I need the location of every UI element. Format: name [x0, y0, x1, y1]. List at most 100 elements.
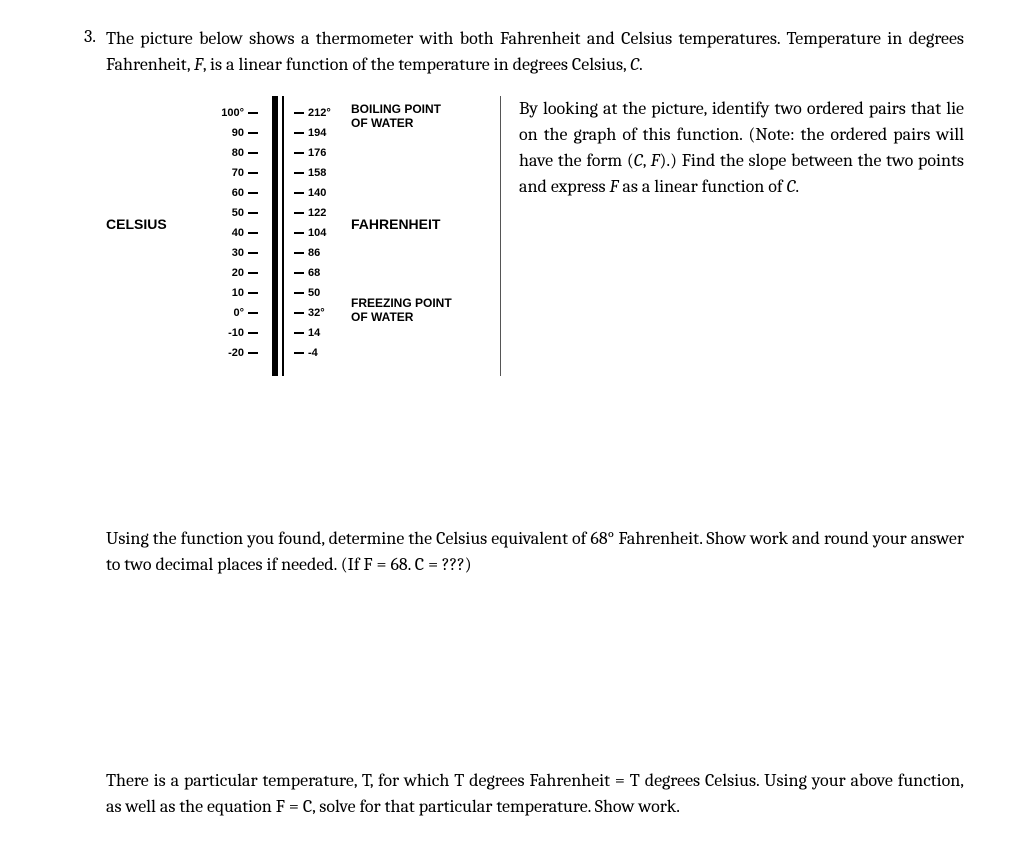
tick-mark: [248, 172, 258, 174]
tick-mark: [248, 252, 258, 254]
tick-value: 212°: [304, 107, 336, 119]
problem-block: 3. The picture below shows a thermometer…: [60, 26, 964, 821]
side-b: ,: [643, 150, 651, 171]
tick-value: 40: [216, 227, 248, 239]
fahrenheit-tick: 176: [294, 146, 364, 160]
tick-value: 104: [304, 227, 336, 239]
tick-mark: [248, 192, 258, 194]
celsius-tick: 80: [188, 146, 258, 160]
tick-mark: [294, 292, 304, 294]
side-d: as a linear function of: [618, 176, 786, 197]
tick-value: 100°: [216, 107, 248, 119]
tick-value: 194: [304, 127, 336, 139]
intro-line2c: .: [639, 54, 643, 75]
celsius-tick: 70: [188, 166, 258, 180]
tick-value: 20: [216, 267, 248, 279]
tick-mark: [248, 112, 258, 114]
tick-mark: [294, 252, 304, 254]
celsius-tick: 50: [188, 206, 258, 220]
intro-text: The picture below shows a thermometer wi…: [106, 26, 964, 78]
tick-mark: [294, 352, 304, 354]
celsius-tick: 40: [188, 226, 258, 240]
fahrenheit-tick: -4: [294, 346, 364, 360]
tick-value: -20: [216, 347, 248, 359]
celsius-scale: 100°9080706050403020100°-10-20: [188, 106, 258, 366]
fahrenheit-tick: 104: [294, 226, 364, 240]
thermometer: CELSIUS FAHRENHEIT 100°90807060504030201…: [106, 96, 496, 376]
fahrenheit-tick: 140: [294, 186, 364, 200]
tick-mark: [294, 172, 304, 174]
tick-value: 68: [304, 267, 336, 279]
fahrenheit-tick: 68: [294, 266, 364, 280]
celsius-tick: -10: [188, 326, 258, 340]
tick-value: 32°: [304, 307, 336, 319]
tube-mercury: [274, 96, 278, 376]
tick-mark: [294, 152, 304, 154]
celsius-tick: 20: [188, 266, 258, 280]
fahrenheit-tick: 14: [294, 326, 364, 340]
fahrenheit-tick: 86: [294, 246, 364, 260]
intro-line2b: , is a linear function of the temperatur…: [203, 54, 630, 75]
figure-row: CELSIUS FAHRENHEIT 100°90807060504030201…: [106, 96, 964, 376]
tick-mark: [248, 152, 258, 154]
fahrenheit-tick: 122: [294, 206, 364, 220]
intro-line1: The picture below shows a thermometer wi…: [106, 28, 780, 49]
freezing-point-label: FREEZING POINT OF WATER: [351, 296, 452, 324]
tick-mark: [294, 132, 304, 134]
problem-number: 3.: [60, 26, 106, 47]
page: 3. The picture below shows a thermometer…: [0, 0, 1024, 857]
tick-value: 122: [304, 207, 336, 219]
tick-mark: [248, 312, 258, 314]
thermometer-tube: [266, 96, 286, 376]
tick-value: 140: [304, 187, 336, 199]
tick-mark: [294, 272, 304, 274]
tick-value: 176: [304, 147, 336, 159]
problem-body: The picture below shows a thermometer wi…: [106, 26, 964, 821]
tick-value: 30: [216, 247, 248, 259]
tick-mark: [294, 192, 304, 194]
celsius-tick: 60: [188, 186, 258, 200]
tick-mark: [248, 352, 258, 354]
celsius-tick: 100°: [188, 106, 258, 120]
side-var-f: F: [651, 150, 660, 171]
tick-value: 70: [216, 167, 248, 179]
tick-value: -4: [304, 347, 336, 359]
paragraph-2: Using the function you found, determine …: [106, 526, 964, 578]
tick-value: 0°: [216, 307, 248, 319]
tick-value: 14: [304, 327, 336, 339]
tick-value: 10: [216, 287, 248, 299]
tick-mark: [248, 232, 258, 234]
side-var-c: C: [634, 150, 643, 171]
tick-mark: [294, 112, 304, 114]
tick-value: 158: [304, 167, 336, 179]
tick-value: -10: [216, 327, 248, 339]
tick-mark: [294, 212, 304, 214]
intro-var-c: C: [630, 54, 639, 75]
tick-value: 80: [216, 147, 248, 159]
fahrenheit-axis-label: FAHRENHEIT: [351, 216, 440, 232]
celsius-tick: 0°: [188, 306, 258, 320]
celsius-tick: 10: [188, 286, 258, 300]
tick-mark: [248, 132, 258, 134]
side-instructions: By looking at the picture, identify two …: [501, 96, 964, 200]
tick-value: 50: [216, 207, 248, 219]
celsius-axis-label: CELSIUS: [106, 216, 167, 232]
thermometer-figure: CELSIUS FAHRENHEIT 100°90807060504030201…: [106, 96, 501, 376]
tick-mark: [294, 312, 304, 314]
tick-value: 86: [304, 247, 336, 259]
celsius-tick: 30: [188, 246, 258, 260]
tick-value: 90: [216, 127, 248, 139]
side-e: .: [795, 176, 799, 197]
tick-mark: [294, 332, 304, 334]
tick-value: 50: [304, 287, 336, 299]
paragraph-3: There is a particular temperature, T, fo…: [106, 768, 964, 820]
tick-mark: [248, 292, 258, 294]
tick-mark: [294, 232, 304, 234]
tick-mark: [248, 332, 258, 334]
tick-value: 60: [216, 187, 248, 199]
celsius-tick: -20: [188, 346, 258, 360]
tick-mark: [248, 212, 258, 214]
celsius-tick: 90: [188, 126, 258, 140]
fahrenheit-tick: 158: [294, 166, 364, 180]
tick-mark: [248, 272, 258, 274]
